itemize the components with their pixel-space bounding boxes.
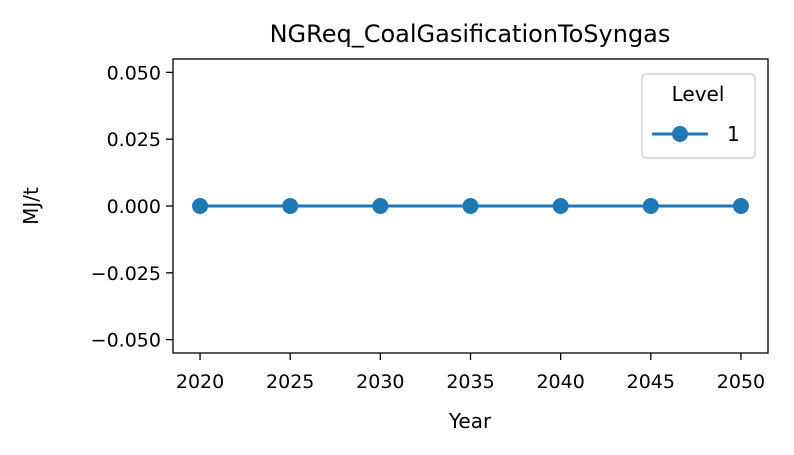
y-tick-label: 0.025: [107, 129, 161, 151]
legend-label: 1: [727, 122, 740, 146]
data-point: [552, 198, 569, 214]
y-axis: 0.050 0.025 0.000 −0.025 −0.050: [91, 62, 173, 352]
x-tick-label: 2040: [536, 371, 584, 393]
data-point: [192, 198, 209, 214]
x-tick-label: 2030: [356, 371, 404, 393]
y-tick-label: −0.025: [91, 263, 161, 285]
legend: Level 1: [641, 73, 756, 159]
data-point: [642, 198, 659, 214]
legend-marker-icon: [672, 126, 688, 142]
data-point: [372, 198, 389, 214]
y-tick-label: 0.000: [107, 196, 161, 218]
x-axis: 2020 2025 2030 2035 2040 2045 2050: [176, 353, 765, 393]
data-point: [732, 198, 749, 214]
legend-title: Level: [672, 82, 725, 106]
data-point: [462, 198, 479, 214]
series-layer: [192, 198, 749, 214]
x-tick-label: 2050: [717, 371, 765, 393]
y-axis-label: MJ/t: [19, 187, 43, 225]
y-tick-label: −0.050: [91, 330, 161, 352]
data-point: [282, 198, 299, 214]
y-tick-label: 0.050: [107, 62, 161, 84]
x-tick-label: 2025: [266, 371, 314, 393]
x-axis-label: Year: [448, 409, 492, 433]
x-tick-label: 2045: [627, 371, 675, 393]
x-tick-label: 2035: [446, 371, 494, 393]
chart-title: NGReq_CoalGasificationToSyngas: [270, 20, 671, 48]
x-tick-label: 2020: [176, 371, 224, 393]
legend-box: [641, 73, 756, 159]
